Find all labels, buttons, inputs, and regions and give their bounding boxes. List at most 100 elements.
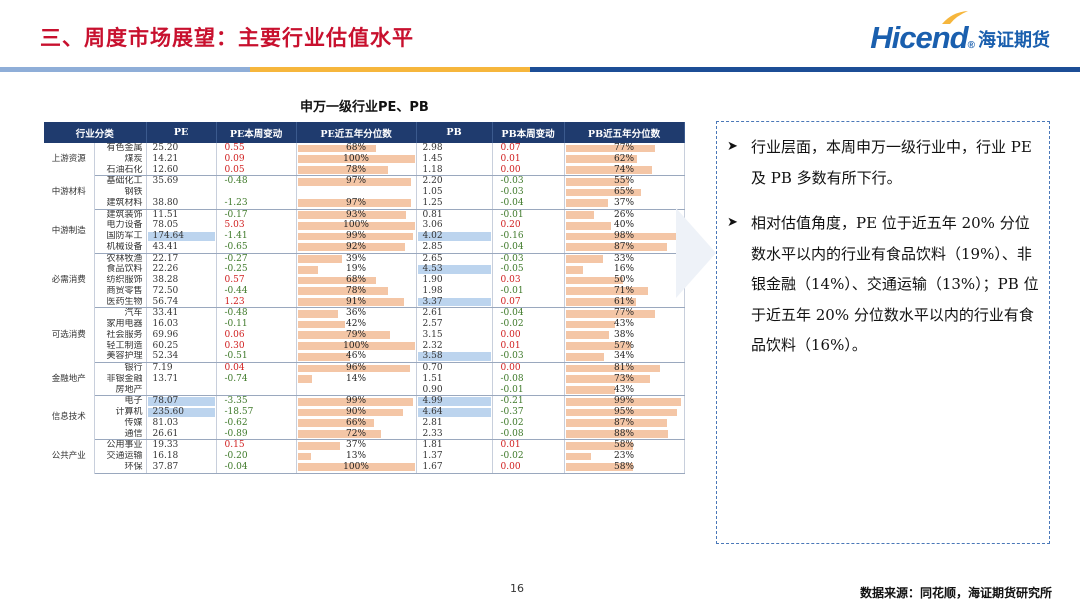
pe-percentile-bar <box>297 397 414 406</box>
table-row: 中游材料 基础化工 35.69 -0.48 97% 2.20 -0.03 55% <box>44 175 685 209</box>
pe-value: 12.60 <box>146 164 217 177</box>
pe-value: 43.41 <box>146 241 217 254</box>
pb-percentile: 26% <box>564 209 685 221</box>
pe-change: -1.41 <box>216 231 297 242</box>
pe-change: -0.65 <box>216 241 297 254</box>
pe-value <box>146 384 217 397</box>
pe-percentile: 42% <box>296 319 417 330</box>
pb-change: -0.03 <box>492 253 565 265</box>
slide-title: 三、周度市场展望：主要行业估值水平 <box>40 26 414 50</box>
pb-value: 2.57 <box>416 319 493 330</box>
pe-change: -0.44 <box>216 285 297 297</box>
industry-name: 轻工制造 <box>94 340 147 352</box>
pb-value: 4.02 <box>416 231 493 242</box>
pe-value <box>146 187 217 198</box>
industry-name: 非银金融 <box>94 373 147 385</box>
table-title: 申万一级行业PE、PB <box>300 100 429 115</box>
pb-value: 2.65 <box>416 253 493 265</box>
pb-percentile-bar <box>565 408 677 417</box>
pe-value: 78.05 <box>146 220 217 231</box>
sector-label: 必需消费 <box>44 253 95 308</box>
header-pe: PE <box>146 122 217 143</box>
pe-value: 69.96 <box>146 329 217 341</box>
bullet-arrow-icon: ➤ <box>727 139 738 154</box>
pb-change: -0.08 <box>492 373 565 385</box>
pe-percentile: 100% <box>296 153 417 165</box>
pe-change <box>216 384 297 397</box>
pe-percentile: 36% <box>296 307 417 319</box>
pb-change: -0.21 <box>492 395 565 407</box>
pb-change: -0.04 <box>492 307 565 319</box>
pb-change: -0.37 <box>492 407 565 418</box>
pb-percentile-bar <box>565 309 656 318</box>
pe-percentile-bar <box>297 144 377 153</box>
pb-percentile-bar <box>565 452 591 461</box>
pe-percentile: 46% <box>296 351 417 364</box>
pb-percentile: 99% <box>564 395 685 407</box>
pb-value: 1.51 <box>416 373 493 385</box>
industry-name: 电力设备 <box>94 220 147 231</box>
pb-percentile: 61% <box>564 296 685 309</box>
pe-percentile-bar <box>297 265 319 274</box>
table-row: 纺织服饰 38.28 0.57 68% 1.90 0.03 50% <box>44 275 685 286</box>
pb-percentile: 43% <box>564 319 685 330</box>
pb-change: -0.03 <box>492 351 565 364</box>
pb-value: 2.61 <box>416 307 493 319</box>
pb-percentile: 43% <box>564 384 685 397</box>
pb-change: -0.03 <box>492 175 565 187</box>
pe-value: 81.03 <box>146 417 217 429</box>
pe-change: -0.51 <box>216 351 297 364</box>
pe-percentile-bar <box>297 166 389 174</box>
pb-change: -0.08 <box>492 428 565 441</box>
pe-change: 0.55 <box>216 143 297 154</box>
header-pe-percentile: PE近五年分位数 <box>296 122 417 143</box>
industry-name: 基础化工 <box>94 175 147 187</box>
pb-percentile-bar <box>565 342 632 350</box>
industry-name: 通信 <box>94 428 147 441</box>
pb-change: -0.01 <box>492 285 565 297</box>
pe-percentile: 90% <box>296 407 417 418</box>
sector-label: 金融地产 <box>44 362 95 396</box>
pb-change: 0.20 <box>492 220 565 231</box>
pe-percentile: 96% <box>296 362 417 374</box>
pe-percentile: 39% <box>296 253 417 265</box>
pb-percentile: 34% <box>564 351 685 364</box>
pe-change: -0.04 <box>216 461 297 474</box>
pb-percentile: 98% <box>564 231 685 242</box>
note-item: ➤ 行业层面，本周申万一级行业中，行业 PE 及 PB 多数有所下行。 <box>727 132 1039 193</box>
pb-percentile-bar <box>565 199 608 207</box>
pe-change <box>216 187 297 198</box>
pe-value: 22.17 <box>146 253 217 265</box>
table-row: 轻工制造 60.25 0.30 100% 2.32 0.01 57% <box>44 340 685 352</box>
pb-percentile-bar <box>565 265 583 274</box>
pb-value: 3.58 <box>416 351 493 364</box>
pb-value: 1.18 <box>416 164 493 177</box>
pe-value: 13.71 <box>146 373 217 385</box>
pe-percentile-bar <box>297 211 407 219</box>
pe-percentile: 99% <box>296 395 417 407</box>
pb-change: -0.01 <box>492 384 565 397</box>
header-pb-change: PB本周变动 <box>492 122 565 143</box>
pe-percentile-bar <box>297 352 351 361</box>
sector-label: 中游制造 <box>44 209 95 253</box>
pe-value: 14.21 <box>146 153 217 165</box>
pb-percentile: 81% <box>564 362 685 374</box>
pe-change: -18.57 <box>216 407 297 418</box>
pe-value: 37.87 <box>146 461 217 474</box>
pe-change: 0.05 <box>216 164 297 177</box>
table-row: 煤炭 14.21 0.09 100% 1.45 0.01 62% <box>44 153 685 165</box>
pe-percentile: 19% <box>296 264 417 275</box>
pe-percentile: 100% <box>296 220 417 231</box>
industry-name: 房地产 <box>94 384 147 397</box>
sector-label: 公共产业 <box>44 439 95 473</box>
pe-percentile: 97% <box>296 175 417 187</box>
table-row: 建筑材料 38.80 -1.23 97% 1.25 -0.04 37% <box>44 197 685 210</box>
table-header-row: 行业分类 PE PE本周变动 PE近五年分位数 PB PB本周变动 PB近五年分… <box>44 122 685 143</box>
industry-name: 煤炭 <box>94 153 147 165</box>
pe-change: 1.23 <box>216 296 297 309</box>
pb-change: -0.02 <box>492 319 565 330</box>
pe-value: 26.61 <box>146 428 217 441</box>
pe-percentile-bar <box>297 221 415 230</box>
logo-text-cn: 海证期货 <box>978 30 1050 51</box>
data-source: 数据来源：同花顺，海证期货研究所 <box>859 586 1052 600</box>
